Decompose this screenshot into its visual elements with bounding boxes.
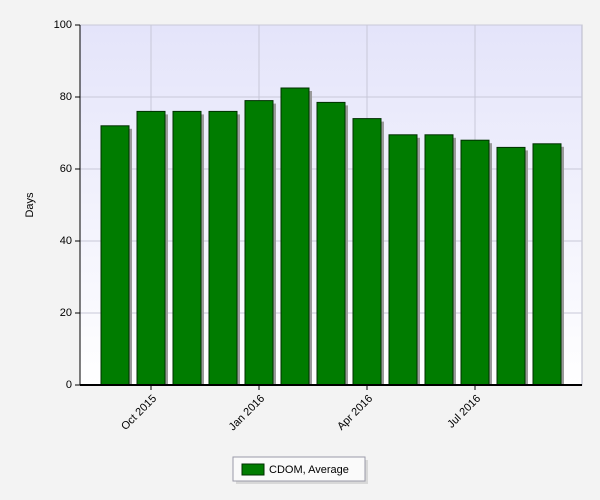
y-tick-label: 0 <box>66 379 72 391</box>
legend-swatch <box>241 463 265 476</box>
y-tick-label: 80 <box>60 91 72 103</box>
x-tick-label: Oct 2015 <box>119 393 159 433</box>
bar <box>460 139 490 386</box>
y-tick-label: 60 <box>60 163 72 175</box>
bar <box>352 118 382 386</box>
bar <box>244 100 274 386</box>
y-axis-label: Days <box>24 192 36 218</box>
bar <box>280 87 310 386</box>
bar <box>424 134 454 386</box>
bar <box>136 110 166 386</box>
bar <box>172 110 202 386</box>
x-tick-label: Apr 2016 <box>335 393 375 433</box>
bar <box>532 143 562 386</box>
bar <box>388 134 418 386</box>
legend-label: CDOM, Average <box>269 464 349 476</box>
bar <box>316 101 346 386</box>
y-tick-label: 100 <box>54 19 72 31</box>
bar <box>100 125 130 386</box>
x-tick-label: Jul 2016 <box>445 393 483 431</box>
x-tick-label: Jan 2016 <box>227 393 267 433</box>
bar <box>496 146 526 386</box>
y-tick-label: 20 <box>60 307 72 319</box>
y-tick-label: 40 <box>60 235 72 247</box>
bar <box>208 110 238 386</box>
